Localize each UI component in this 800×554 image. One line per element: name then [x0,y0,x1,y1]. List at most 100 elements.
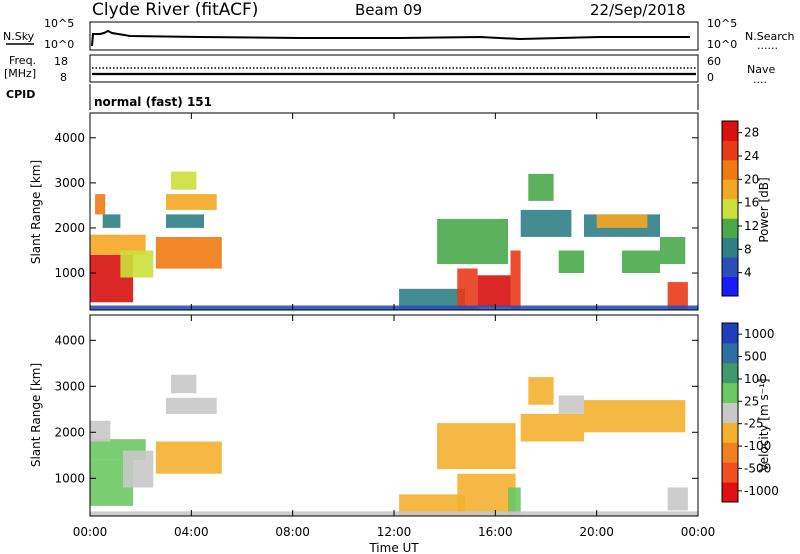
data-region-6 [171,374,197,394]
data-region-13 [558,395,584,414]
nsearch-tick-low: 10^0 [707,38,737,51]
power-ylabel: Slant Range [km] [29,160,43,264]
cpid-panel: CPID normal (fast) 151 [6,84,699,110]
data-region-19 [622,250,660,273]
colorbar-tick-label-6: 28 [744,126,759,140]
freq-label-1: Freq. [9,54,36,67]
colorbar-segment-8 [722,121,738,141]
freq-tick-low: 8 [60,71,67,84]
nsky-tick-low: 10^0 [44,38,74,51]
nsky-tick-high: 10^5 [44,17,74,30]
data-region-4 [120,250,154,278]
data-region-7 [171,171,197,190]
power-panel: 1000 2000 3000 4000 Slant Range [km] 4 8 12 16… [29,112,771,311]
data-region-14 [520,209,572,237]
data-region-8 [166,214,204,228]
xtick-label-3: 12:00 [377,525,412,539]
colorbar-segment-6 [722,362,738,384]
date-title: 22/Sep/2018 [590,1,686,19]
xtick-label-4: 16:00 [478,525,513,539]
data-region-2 [95,194,106,215]
data-region-12 [510,250,521,310]
colorbar-tick-label-0: 1000 [744,327,775,341]
colorbar-tick-label-2: 12 [744,219,759,233]
velocity-cbar-label: Velocity [m s⁻¹] [757,378,771,471]
nsky-trace [91,29,690,47]
data-region-8 [457,473,516,516]
cpid-label: CPID [6,88,35,101]
colorbar-tick-label-5: -100 [744,439,771,453]
colorbar-tick-label-7: -1000 [744,484,779,498]
power-data-cells [90,171,698,310]
velocity-panel: 1000 2000 3000 4000 Slant Range [km] 1000 50… [29,314,779,554]
colorbar-segment-0 [722,482,738,503]
colorbar-segment-1 [722,257,738,277]
power-colorbar: 4 8 12 16 20 24 28 [721,120,759,297]
nave-label: Nave [747,63,775,76]
xtick-label-0: 00:00 [73,525,108,539]
station-title: Clyde River (fitACF) [92,0,258,20]
ytick-label-0: 1000 [54,266,85,280]
data-region-3 [102,214,121,228]
colorbar-segment-6 [722,159,738,180]
beam-title: Beam 09 [355,1,422,19]
data-region-18 [596,214,648,228]
colorbar-segment-0 [722,276,738,297]
colorbar-segment-7 [722,342,738,364]
data-region-5 [166,397,217,414]
colorbar-segment-5 [722,382,738,404]
nave-tick-low: 0 [707,71,714,84]
nave-legend: .... [753,73,767,86]
velocity-y-axis: 1000 2000 3000 4000 [54,315,699,516]
colorbar-tick-label-3: 16 [744,196,759,210]
xtick-label-2: 08:00 [275,525,310,539]
data-region-11 [477,275,511,307]
freq-panel: Freq. [MHz] 18 8 60 0 Nave .... [4,54,775,86]
power-cbar-label: Power [dB] [757,177,771,242]
x-axis-label: Time UT [368,541,419,554]
colorbar-segment-4 [722,198,738,219]
data-region-13 [437,218,508,264]
data-region-21 [667,282,688,310]
xtick-label-5: 20:00 [579,525,614,539]
colorbar-tick-label-3: 25 [744,394,759,408]
data-region-14 [584,400,686,433]
data-region-20 [660,237,686,264]
time-x-axis: 00:00 04:00 08:00 12:00 16:00 20:00 00:00 [73,525,716,539]
data-region-9 [399,288,465,310]
colorbar-tick-label-4: -25 [744,417,764,431]
freq-tick-high: 18 [54,55,68,68]
colorbar-segment-2 [722,442,738,463]
ytick-label-3: 4000 [54,131,85,145]
ytick-label-3: 4000 [54,333,85,347]
data-region-7 [399,494,465,516]
colorbar-segment-7 [722,140,738,161]
ytick-label-0: 1000 [54,471,85,485]
data-region-1 [90,234,146,255]
velocity-ylabel: Slant Range [km] [29,363,43,467]
colorbar-segment-2 [722,237,738,258]
data-region-2 [90,420,111,442]
nsearch-legend: ...... [757,39,778,52]
colorbar-segment-3 [722,422,738,443]
freq-label-2: [MHz] [4,67,36,80]
xtick-label-1: 04:00 [174,525,209,539]
ytick-label-1: 2000 [54,221,85,235]
data-region-3 [122,450,154,488]
nsearch-label: N.Search [745,30,795,43]
colorbar-frame [721,322,739,503]
data-region-16 [558,250,584,273]
data-region-10 [457,268,478,310]
colorbar-tick-label-0: 4 [744,266,752,280]
colorbar-tick-label-1: 500 [744,350,767,364]
power-y-axis: 1000 2000 3000 4000 [54,113,699,310]
colorbar-segment-5 [722,179,738,200]
data-region-15 [667,487,688,511]
nsearch-tick-high: 10^5 [707,17,737,30]
data-region-5 [155,237,222,269]
colorbar-tick-label-5: 24 [744,149,759,163]
colorbar-tick-label-6: -500 [744,461,771,475]
data-region-15 [528,173,554,201]
data-region-9 [508,487,521,516]
